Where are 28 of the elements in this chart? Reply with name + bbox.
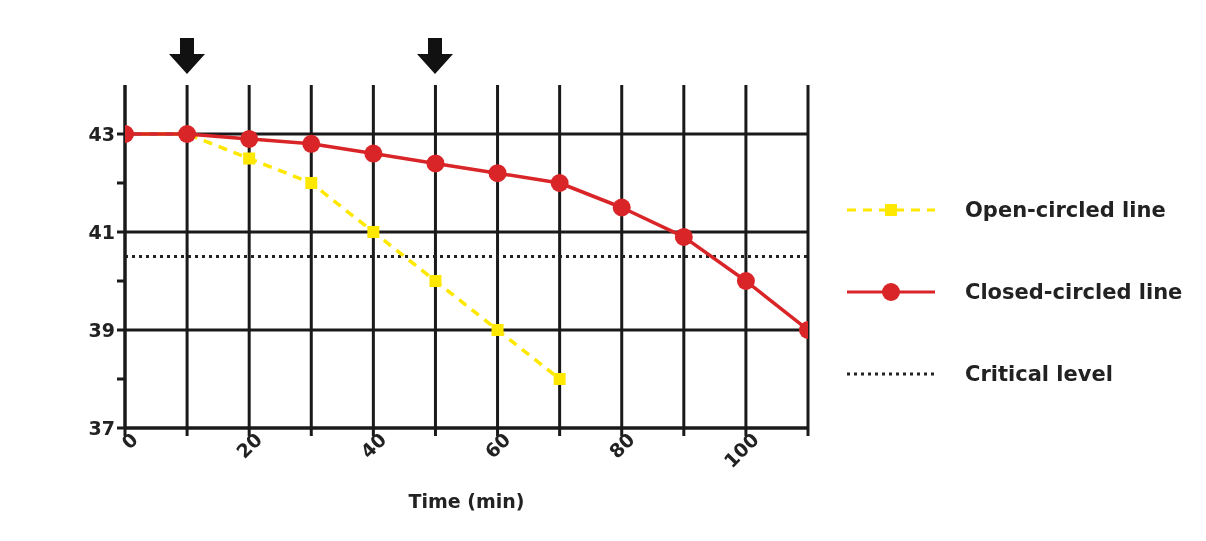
y-tick-label: 43 <box>88 122 115 145</box>
point <box>491 324 504 336</box>
y-tick-label: 37 <box>88 416 115 439</box>
x-tick-label: 80 <box>604 428 639 463</box>
point <box>426 154 445 173</box>
point <box>243 152 256 165</box>
y-tick-label: 39 <box>88 318 115 341</box>
point <box>550 174 569 192</box>
x-tick-label: 20 <box>231 428 267 463</box>
point <box>736 272 755 290</box>
x-tick-label: 60 <box>480 428 515 463</box>
point <box>305 177 318 189</box>
point <box>429 275 442 287</box>
legend-label: Closed-circled line <box>965 280 1183 304</box>
x-axis-title: Time (min) <box>408 490 525 512</box>
point <box>364 144 383 163</box>
x-tick-label: 0 <box>117 428 142 454</box>
x-tick-label: 40 <box>356 428 391 463</box>
point <box>553 373 566 385</box>
point <box>488 164 507 183</box>
point <box>302 134 321 153</box>
point <box>612 198 631 217</box>
y-tick-label: 41 <box>88 220 115 243</box>
point <box>240 129 259 148</box>
point <box>367 226 380 238</box>
legend-label: Critical level <box>965 362 1113 386</box>
legend-label: Open-circled line <box>965 198 1166 222</box>
point <box>674 227 693 246</box>
